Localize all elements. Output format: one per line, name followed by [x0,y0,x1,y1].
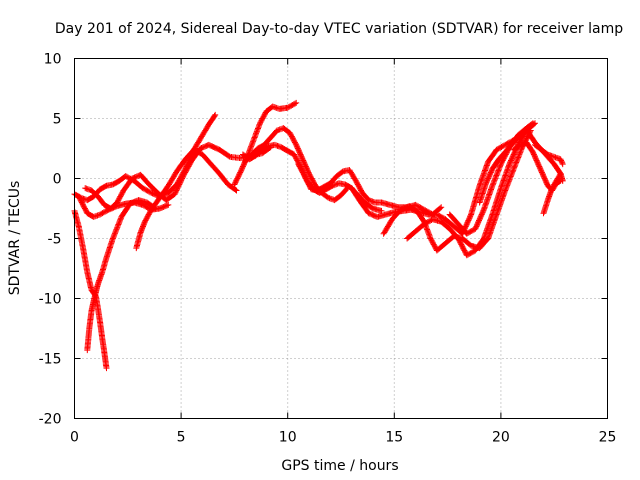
y-tick-label: -10 [39,292,62,308]
y-tick-label: -5 [48,232,62,248]
series-track-7 [231,99,300,188]
x-tick-label: 5 [177,430,186,446]
series-track-6 [133,146,240,252]
y-tick-label: -15 [39,352,62,368]
x-tick-label: 0 [70,430,79,446]
data-point-markers [133,146,240,252]
data-points [71,99,566,372]
series-track-17 [532,141,566,168]
series-track-15 [476,122,534,206]
x-tick-label: 20 [492,430,510,446]
gridlines [74,58,608,419]
data-point-markers [540,170,564,217]
series-track-19 [540,170,564,217]
x-axis-label: GPS time / hours [281,458,398,474]
series-track-2 [82,141,274,212]
y-tick-label: 0 [53,172,62,188]
data-point-markers [82,141,274,212]
chart-title: Day 201 of 2024, Sidereal Day-to-day VTE… [55,21,623,37]
plot-frame [74,58,608,419]
series-track-5 [75,193,172,220]
y-tick-label: -20 [39,412,62,428]
data-point-markers [231,99,300,188]
data-point-markers [84,197,159,354]
axis-ticks: 0 5 10 15 20 25 -20 -15 -10 -5 0 5 10 [39,52,617,446]
x-tick-label: 25 [599,430,617,446]
data-point-markers [71,207,110,372]
x-tick-label: 15 [385,430,403,446]
data-point-markers [476,122,534,206]
data-point-markers [75,193,172,220]
data-point-markers [532,141,566,168]
y-tick-label: 10 [44,52,62,68]
y-tick-label: 5 [53,112,62,128]
series-track-3 [71,207,110,372]
y-axis-label: SDTVAR / TECUs [7,181,23,296]
series-track-4 [84,197,159,354]
x-tick-label: 10 [279,430,297,446]
